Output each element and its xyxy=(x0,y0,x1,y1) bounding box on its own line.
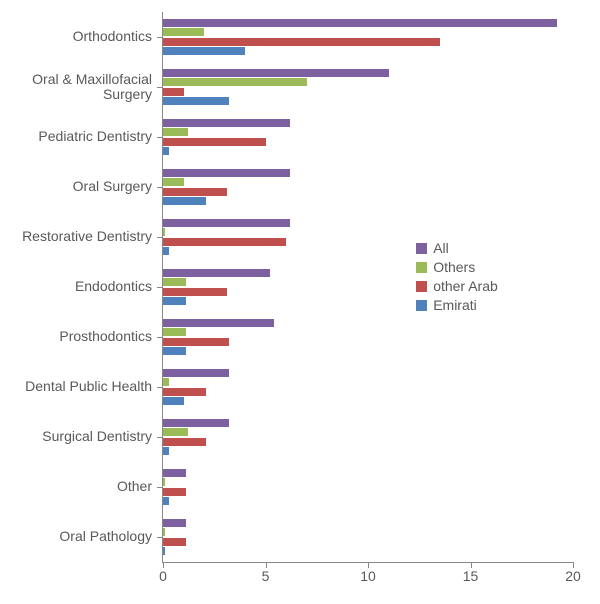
bar-emirati xyxy=(163,497,169,505)
bar-all xyxy=(163,369,229,377)
legend-item-others: Others xyxy=(416,259,498,275)
category-label: Oral Surgery xyxy=(4,179,152,194)
bar-all xyxy=(163,519,186,527)
bar-otherArab xyxy=(163,538,186,546)
legend: All Others other Arab Emirati xyxy=(416,240,498,316)
bar-emirati xyxy=(163,97,229,105)
x-tick-label: 20 xyxy=(565,568,581,584)
bar-all xyxy=(163,469,186,477)
legend-item-otherArab: other Arab xyxy=(416,278,498,294)
bar-otherArab xyxy=(163,288,227,296)
legend-item-emirati: Emirati xyxy=(416,297,498,313)
bar-emirati xyxy=(163,397,184,405)
category-label: Prosthodontics xyxy=(4,329,152,344)
x-tick-label: 0 xyxy=(159,568,167,584)
bar-emirati xyxy=(163,547,165,555)
bar-otherArab xyxy=(163,438,206,446)
legend-swatch xyxy=(416,243,427,254)
bar-others xyxy=(163,328,186,336)
category-label: Orthodontics xyxy=(4,29,152,44)
legend-swatch xyxy=(416,281,427,292)
bar-all xyxy=(163,269,270,277)
category-label: Dental Public Health xyxy=(4,379,152,394)
x-tick-label: 5 xyxy=(262,568,270,584)
bar-all xyxy=(163,69,389,77)
bar-others xyxy=(163,528,165,536)
bar-all xyxy=(163,419,229,427)
category-label: Surgical Dentistry xyxy=(4,429,152,444)
bar-otherArab xyxy=(163,88,184,96)
legend-swatch xyxy=(416,300,427,311)
bar-all xyxy=(163,319,274,327)
legend-item-all: All xyxy=(416,240,498,256)
category-label: Restorative Dentistry xyxy=(4,229,152,244)
bar-emirati xyxy=(163,297,186,305)
bar-others xyxy=(163,478,165,486)
bar-otherArab xyxy=(163,488,186,496)
bar-others xyxy=(163,78,307,86)
bar-all xyxy=(163,119,290,127)
bar-others xyxy=(163,28,204,36)
bar-others xyxy=(163,378,169,386)
bar-all xyxy=(163,219,290,227)
legend-label: other Arab xyxy=(433,278,498,294)
bar-all xyxy=(163,169,290,177)
bar-emirati xyxy=(163,247,169,255)
bar-others xyxy=(163,278,186,286)
category-label: Oral Pathology xyxy=(4,529,152,544)
bar-others xyxy=(163,428,188,436)
bar-all xyxy=(163,19,557,27)
bar-otherArab xyxy=(163,338,229,346)
legend-label: Others xyxy=(433,259,475,275)
bar-otherArab xyxy=(163,388,206,396)
bar-otherArab xyxy=(163,238,286,246)
bar-otherArab xyxy=(163,188,227,196)
bar-others xyxy=(163,128,188,136)
x-tick-label: 10 xyxy=(360,568,376,584)
bar-emirati xyxy=(163,447,169,455)
bar-otherArab xyxy=(163,138,266,146)
x-tick-label: 15 xyxy=(463,568,479,584)
bar-emirati xyxy=(163,47,245,55)
category-label: Other xyxy=(4,479,152,494)
bar-others xyxy=(163,228,165,236)
legend-swatch xyxy=(416,262,427,273)
category-label: Oral & Maxillofacial Surgery xyxy=(4,72,152,103)
category-label: Pediatric Dentistry xyxy=(4,129,152,144)
bar-emirati xyxy=(163,347,186,355)
legend-label: Emirati xyxy=(433,297,477,313)
category-label: Endodontics xyxy=(4,279,152,294)
bar-emirati xyxy=(163,147,169,155)
plot-area: 05101520 xyxy=(162,12,573,563)
bar-emirati xyxy=(163,197,206,205)
dental-specialty-chart: 05101520 AllOthersother ArabEmirati Orth… xyxy=(0,0,600,604)
legend-label: All xyxy=(433,240,449,256)
bar-others xyxy=(163,178,184,186)
bar-otherArab xyxy=(163,38,440,46)
